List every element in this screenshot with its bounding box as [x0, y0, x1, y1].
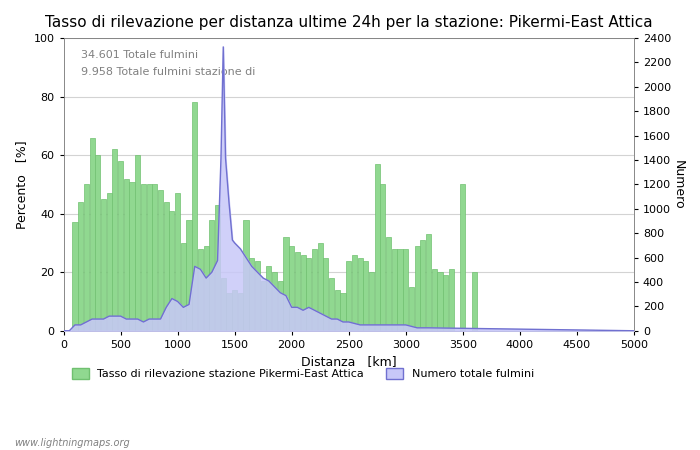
Bar: [472, 272, 477, 331]
Bar: [266, 266, 272, 331]
Bar: [403, 249, 408, 331]
Bar: [289, 246, 294, 331]
Bar: [369, 272, 374, 331]
Bar: [420, 240, 426, 331]
Bar: [175, 193, 180, 331]
Bar: [438, 272, 442, 331]
Bar: [363, 261, 368, 331]
Bar: [426, 234, 431, 331]
Bar: [238, 292, 243, 331]
Y-axis label: Numero: Numero: [672, 160, 685, 209]
Bar: [335, 290, 340, 331]
Bar: [392, 249, 397, 331]
Bar: [95, 155, 100, 331]
Bar: [244, 220, 248, 331]
Bar: [226, 292, 232, 331]
Bar: [358, 257, 363, 331]
Bar: [306, 257, 312, 331]
Bar: [340, 292, 346, 331]
Bar: [329, 278, 334, 331]
Bar: [135, 155, 140, 331]
Bar: [164, 202, 169, 331]
Bar: [130, 181, 134, 331]
Bar: [90, 138, 95, 331]
Y-axis label: Percento   [%]: Percento [%]: [15, 140, 28, 229]
Bar: [260, 281, 266, 331]
Bar: [312, 249, 317, 331]
Bar: [409, 287, 414, 331]
Bar: [284, 237, 288, 331]
Bar: [380, 184, 386, 331]
Bar: [101, 199, 106, 331]
Bar: [84, 184, 89, 331]
Bar: [204, 246, 209, 331]
Bar: [346, 261, 351, 331]
Bar: [460, 184, 466, 331]
Bar: [272, 272, 277, 331]
Bar: [398, 249, 402, 331]
Bar: [232, 290, 237, 331]
Text: 9.958 Totale fulmini stazione di: 9.958 Totale fulmini stazione di: [80, 68, 255, 77]
Bar: [169, 211, 174, 331]
Bar: [146, 184, 152, 331]
Bar: [72, 222, 78, 331]
Bar: [318, 243, 323, 331]
Bar: [278, 281, 283, 331]
Bar: [186, 220, 192, 331]
Bar: [106, 193, 112, 331]
Bar: [124, 179, 129, 331]
Bar: [215, 205, 220, 331]
Bar: [249, 257, 254, 331]
Bar: [78, 202, 83, 331]
Title: Tasso di rilevazione per distanza ultime 24h per la stazione: Pikermi-East Attic: Tasso di rilevazione per distanza ultime…: [45, 15, 652, 30]
Bar: [352, 255, 357, 331]
Bar: [449, 269, 454, 331]
Bar: [153, 184, 158, 331]
Text: www.lightningmaps.org: www.lightningmaps.org: [14, 437, 130, 447]
Bar: [158, 190, 163, 331]
Bar: [209, 220, 214, 331]
Bar: [220, 278, 226, 331]
Bar: [118, 161, 123, 331]
Bar: [193, 103, 197, 331]
Bar: [323, 257, 328, 331]
Bar: [295, 252, 300, 331]
Bar: [198, 249, 203, 331]
Bar: [112, 149, 118, 331]
Bar: [181, 243, 186, 331]
Bar: [255, 261, 260, 331]
Bar: [386, 237, 391, 331]
Bar: [443, 275, 448, 331]
Bar: [141, 184, 146, 331]
Bar: [432, 269, 437, 331]
Bar: [414, 246, 420, 331]
Text: 34.601 Totale fulmini: 34.601 Totale fulmini: [80, 50, 198, 60]
Bar: [300, 255, 306, 331]
X-axis label: Distanza   [km]: Distanza [km]: [301, 356, 396, 369]
Bar: [374, 164, 380, 331]
Legend: Tasso di rilevazione stazione Pikermi-East Attica, Numero totale fulmini: Tasso di rilevazione stazione Pikermi-Ea…: [67, 364, 539, 384]
